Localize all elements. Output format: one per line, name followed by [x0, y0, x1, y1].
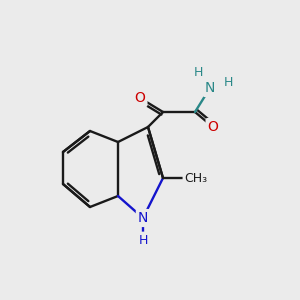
Text: H: H [193, 65, 203, 79]
Text: CH₃: CH₃ [184, 172, 208, 184]
Text: O: O [208, 120, 218, 134]
Text: O: O [135, 91, 146, 105]
Text: H: H [223, 76, 233, 88]
Text: N: N [138, 211, 148, 225]
Text: H: H [138, 233, 148, 247]
Text: N: N [205, 81, 215, 95]
